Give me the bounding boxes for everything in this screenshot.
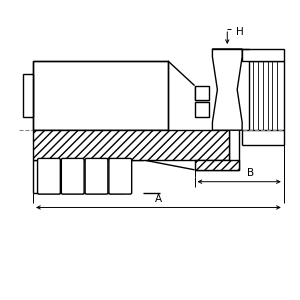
Bar — [33, 61, 168, 130]
Bar — [23, 74, 33, 117]
Text: H: H — [236, 27, 244, 37]
Polygon shape — [195, 160, 239, 170]
Bar — [249, 61, 284, 130]
FancyBboxPatch shape — [61, 158, 84, 194]
Text: A: A — [155, 194, 162, 203]
Bar — [195, 85, 209, 100]
FancyBboxPatch shape — [85, 158, 108, 194]
Polygon shape — [212, 49, 242, 130]
Text: B: B — [248, 168, 255, 178]
FancyBboxPatch shape — [38, 158, 60, 194]
Polygon shape — [33, 130, 229, 160]
Bar — [242, 49, 284, 61]
FancyBboxPatch shape — [109, 158, 132, 194]
Bar — [195, 102, 209, 117]
